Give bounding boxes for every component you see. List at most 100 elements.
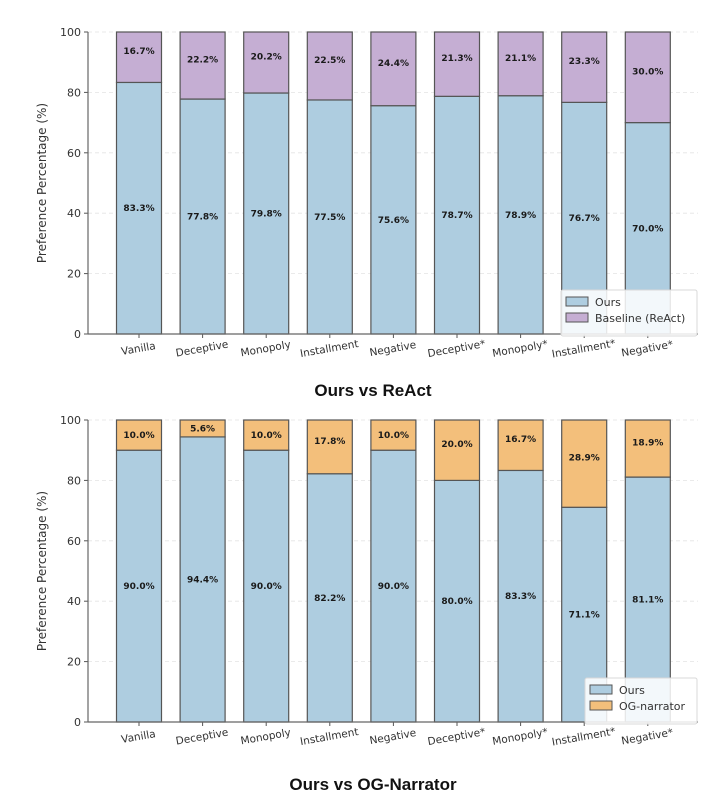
y-tick-label: 100 bbox=[60, 26, 81, 39]
bar-baseline-negative-star bbox=[624, 419, 671, 478]
bar-value-label: 81.1% bbox=[632, 596, 663, 606]
legend-label: Ours bbox=[619, 684, 645, 697]
y-tick-label: 80 bbox=[67, 474, 81, 487]
bar-value-label: 80.0% bbox=[441, 597, 472, 607]
bar-value-label: 78.9% bbox=[505, 211, 536, 221]
legend-swatch bbox=[565, 312, 589, 323]
bar-baseline-installment-star bbox=[561, 419, 608, 508]
y-axis-label: Preference Percentage (%) bbox=[35, 491, 49, 651]
y-tick-label: 60 bbox=[67, 147, 81, 160]
bar-value-label: 24.4% bbox=[378, 59, 409, 69]
bar-value-label: 20.2% bbox=[251, 52, 282, 62]
bar-value-label: 83.3% bbox=[505, 592, 536, 602]
x-tick-label: Negative* bbox=[620, 339, 674, 360]
x-tick-label: Monopoly* bbox=[491, 726, 548, 748]
bar-baseline-monopoly bbox=[243, 31, 290, 94]
bar-value-label: 77.5% bbox=[314, 213, 345, 223]
bar-ours-monopoly bbox=[243, 92, 290, 335]
y-tick-label: 40 bbox=[67, 207, 81, 220]
y-axis-label: Preference Percentage (%) bbox=[35, 103, 49, 263]
bar-value-label: 22.2% bbox=[187, 55, 218, 65]
bar-ours-deceptive bbox=[179, 98, 226, 335]
legend-swatch bbox=[565, 296, 589, 307]
bar-value-label: 21.1% bbox=[505, 54, 536, 64]
legend-box bbox=[584, 677, 698, 725]
y-tick-label: 60 bbox=[67, 535, 81, 548]
x-tick-label: Installment bbox=[299, 338, 359, 360]
chart-title: Ours vs OG-Narrator bbox=[289, 775, 457, 794]
bar-value-label: 70.0% bbox=[632, 224, 663, 234]
bar-ours-monopoly-star bbox=[497, 469, 544, 723]
y-tick-label: 20 bbox=[67, 268, 81, 281]
bar-value-label: 75.6% bbox=[378, 216, 409, 226]
bar-value-label: 79.8% bbox=[251, 210, 282, 220]
y-tick-label: 80 bbox=[67, 86, 81, 99]
legend-label: Baseline (ReAct) bbox=[595, 312, 685, 325]
x-tick-label: Vanilla bbox=[120, 728, 156, 746]
bar-value-label: 20.0% bbox=[441, 440, 472, 450]
x-tick-label: Monopoly bbox=[240, 727, 292, 748]
bar-ours-vanilla bbox=[115, 81, 163, 335]
bar-value-label: 28.9% bbox=[569, 454, 600, 464]
chart-1: 0 20 40 60 80 100 Preference Percentage (%) 83.… bbox=[35, 26, 698, 400]
legend-box bbox=[560, 289, 698, 337]
x-tick-label: Installment* bbox=[551, 338, 616, 361]
y-tick-label: 0 bbox=[74, 328, 81, 341]
legend: Ours OG-narrator bbox=[584, 677, 698, 725]
bar-baseline-installment bbox=[306, 419, 353, 475]
y-tick-label: 40 bbox=[67, 595, 81, 608]
bar-baseline-monopoly-star bbox=[497, 419, 544, 472]
legend: Ours Baseline (ReAct) bbox=[560, 289, 698, 337]
y-tick-label: 100 bbox=[60, 414, 81, 427]
bar-value-label: 82.2% bbox=[314, 594, 345, 604]
x-tick-label: Deceptive bbox=[175, 339, 229, 360]
x-tick-label: Monopoly* bbox=[491, 338, 548, 360]
bar-ours-monopoly-star bbox=[497, 95, 544, 335]
y-tick-label: 20 bbox=[67, 656, 81, 669]
bar-value-label: 76.7% bbox=[569, 214, 600, 224]
bar-baseline-monopoly bbox=[243, 419, 290, 451]
bar-baseline-monopoly-star bbox=[497, 31, 544, 97]
bar-value-label: 22.5% bbox=[314, 56, 345, 66]
bar-value-label: 71.1% bbox=[569, 611, 600, 621]
x-tick-label: Deceptive* bbox=[427, 338, 487, 360]
bar-value-label: 10.0% bbox=[378, 431, 409, 441]
legend-swatch bbox=[589, 700, 613, 711]
bar-value-label: 5.6% bbox=[190, 424, 215, 434]
bar-baseline-deceptive-star bbox=[433, 419, 481, 482]
x-tick-label: Negative bbox=[369, 339, 417, 359]
bar-value-label: 83.3% bbox=[123, 204, 154, 214]
bar-value-label: 23.3% bbox=[569, 57, 600, 67]
bar-ours-deceptive bbox=[179, 436, 226, 723]
bar-value-label: 16.7% bbox=[505, 435, 536, 445]
bar-value-label: 10.0% bbox=[251, 431, 282, 441]
bar-baseline-deceptive-star bbox=[433, 31, 481, 97]
x-tick-label: Installment bbox=[299, 726, 359, 748]
bar-value-label: 21.3% bbox=[441, 54, 472, 64]
x-tick-label: Negative* bbox=[620, 727, 674, 748]
bar-baseline-vanilla bbox=[115, 419, 163, 451]
legend-label: Ours bbox=[595, 296, 621, 309]
bar-baseline-vanilla bbox=[115, 31, 163, 84]
y-tick-label: 0 bbox=[74, 716, 81, 729]
bar-baseline-installment-star bbox=[561, 31, 608, 103]
chart-2: 0 20 40 60 80 100 Preference Percentage (%) 90.… bbox=[35, 414, 698, 794]
bar-value-label: 10.0% bbox=[123, 431, 154, 441]
bar-value-label: 30.0% bbox=[632, 67, 663, 77]
chart-title: Ours vs ReAct bbox=[314, 381, 431, 400]
x-tick-label: Negative bbox=[369, 727, 417, 747]
bar-baseline-negative bbox=[370, 31, 417, 107]
bar-value-label: 90.0% bbox=[123, 582, 154, 592]
bar-value-label: 78.7% bbox=[441, 211, 472, 221]
legend-label: OG-narrator bbox=[619, 700, 685, 713]
bar-value-label: 90.0% bbox=[251, 582, 282, 592]
legend-swatch bbox=[589, 684, 613, 695]
x-tick-label: Monopoly bbox=[240, 339, 292, 360]
bar-baseline-deceptive bbox=[179, 419, 226, 438]
bar-value-label: 17.8% bbox=[314, 437, 345, 447]
bar-baseline-negative-star bbox=[624, 31, 671, 124]
x-tick-label: Installment* bbox=[551, 726, 616, 749]
bar-value-label: 16.7% bbox=[123, 47, 154, 57]
x-tick-label: Vanilla bbox=[120, 340, 156, 358]
